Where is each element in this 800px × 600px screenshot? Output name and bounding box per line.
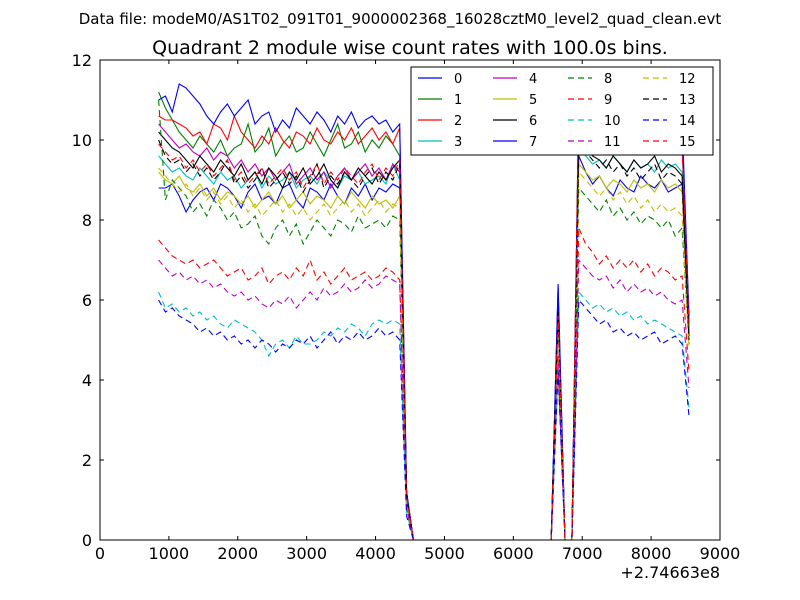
legend-label-6: 6 [529,114,537,129]
series-line-1 [158,91,690,540]
series-line-2 [158,106,690,540]
legend-label-1: 1 [454,93,462,108]
legend-label-5: 5 [529,93,537,108]
legend-label-10: 10 [604,114,621,129]
x-tick-label: 9000 [700,544,741,563]
x-offset-label: +2.74663e8 [620,563,720,582]
legend-label-8: 8 [604,72,612,87]
x-tick-label: 1000 [149,544,190,563]
x-tick-label: 4000 [355,544,396,563]
y-tick-label: 0 [82,531,92,550]
plot-frame [99,59,721,541]
x-tick-label: 5000 [424,544,465,563]
axis-ticks: 0 1000 2000 3000 4000 5000 6000 7000 8000 9000 0 2 4… [72,51,741,563]
legend-label-9: 9 [604,93,612,108]
legend-label-15: 15 [679,135,696,150]
legend-label-2: 2 [454,114,462,129]
series-line-15 [158,89,690,540]
x-tick-label: 0 [95,544,105,563]
legend-box [410,66,714,156]
legend-label-4: 4 [529,72,537,87]
suptitle: Data file: modeM0/AS1T02_091T01_90000023… [79,10,722,29]
series-line-10 [158,290,690,540]
y-tick-label: 8 [82,211,92,230]
x-tick-label: 3000 [286,544,327,563]
legend-label-14: 14 [679,114,696,129]
series-line-12 [158,167,690,540]
legend-label-13: 13 [679,93,696,108]
y-tick-label: 4 [82,371,92,390]
series-line-4 [158,122,690,540]
x-tick-label: 7000 [562,544,603,563]
y-tick-label: 2 [82,451,92,470]
series-line-9 [158,227,690,540]
x-tick-label: 8000 [631,544,672,563]
y-tick-label: 6 [82,291,92,310]
series-line-8 [158,99,690,540]
y-tick-label: 10 [72,131,92,150]
series-line-5 [158,162,690,540]
series-line-6 [158,131,690,540]
series-line-14 [158,298,690,540]
legend-label-12: 12 [679,72,696,87]
legend-label-3: 3 [454,135,462,150]
x-tick-label: 2000 [217,544,258,563]
y-tick-label: 12 [72,51,92,70]
series-line-3 [158,146,690,540]
series-line-11 [158,258,690,540]
series-line-13 [158,139,690,540]
x-tick-label: 6000 [493,544,534,563]
legend-label-7: 7 [529,135,537,150]
chart-title: Quadrant 2 module wise count rates with … [152,37,668,59]
legend-label-0: 0 [454,72,462,87]
series-line-0 [158,155,690,540]
legend-label-11: 11 [604,135,621,150]
